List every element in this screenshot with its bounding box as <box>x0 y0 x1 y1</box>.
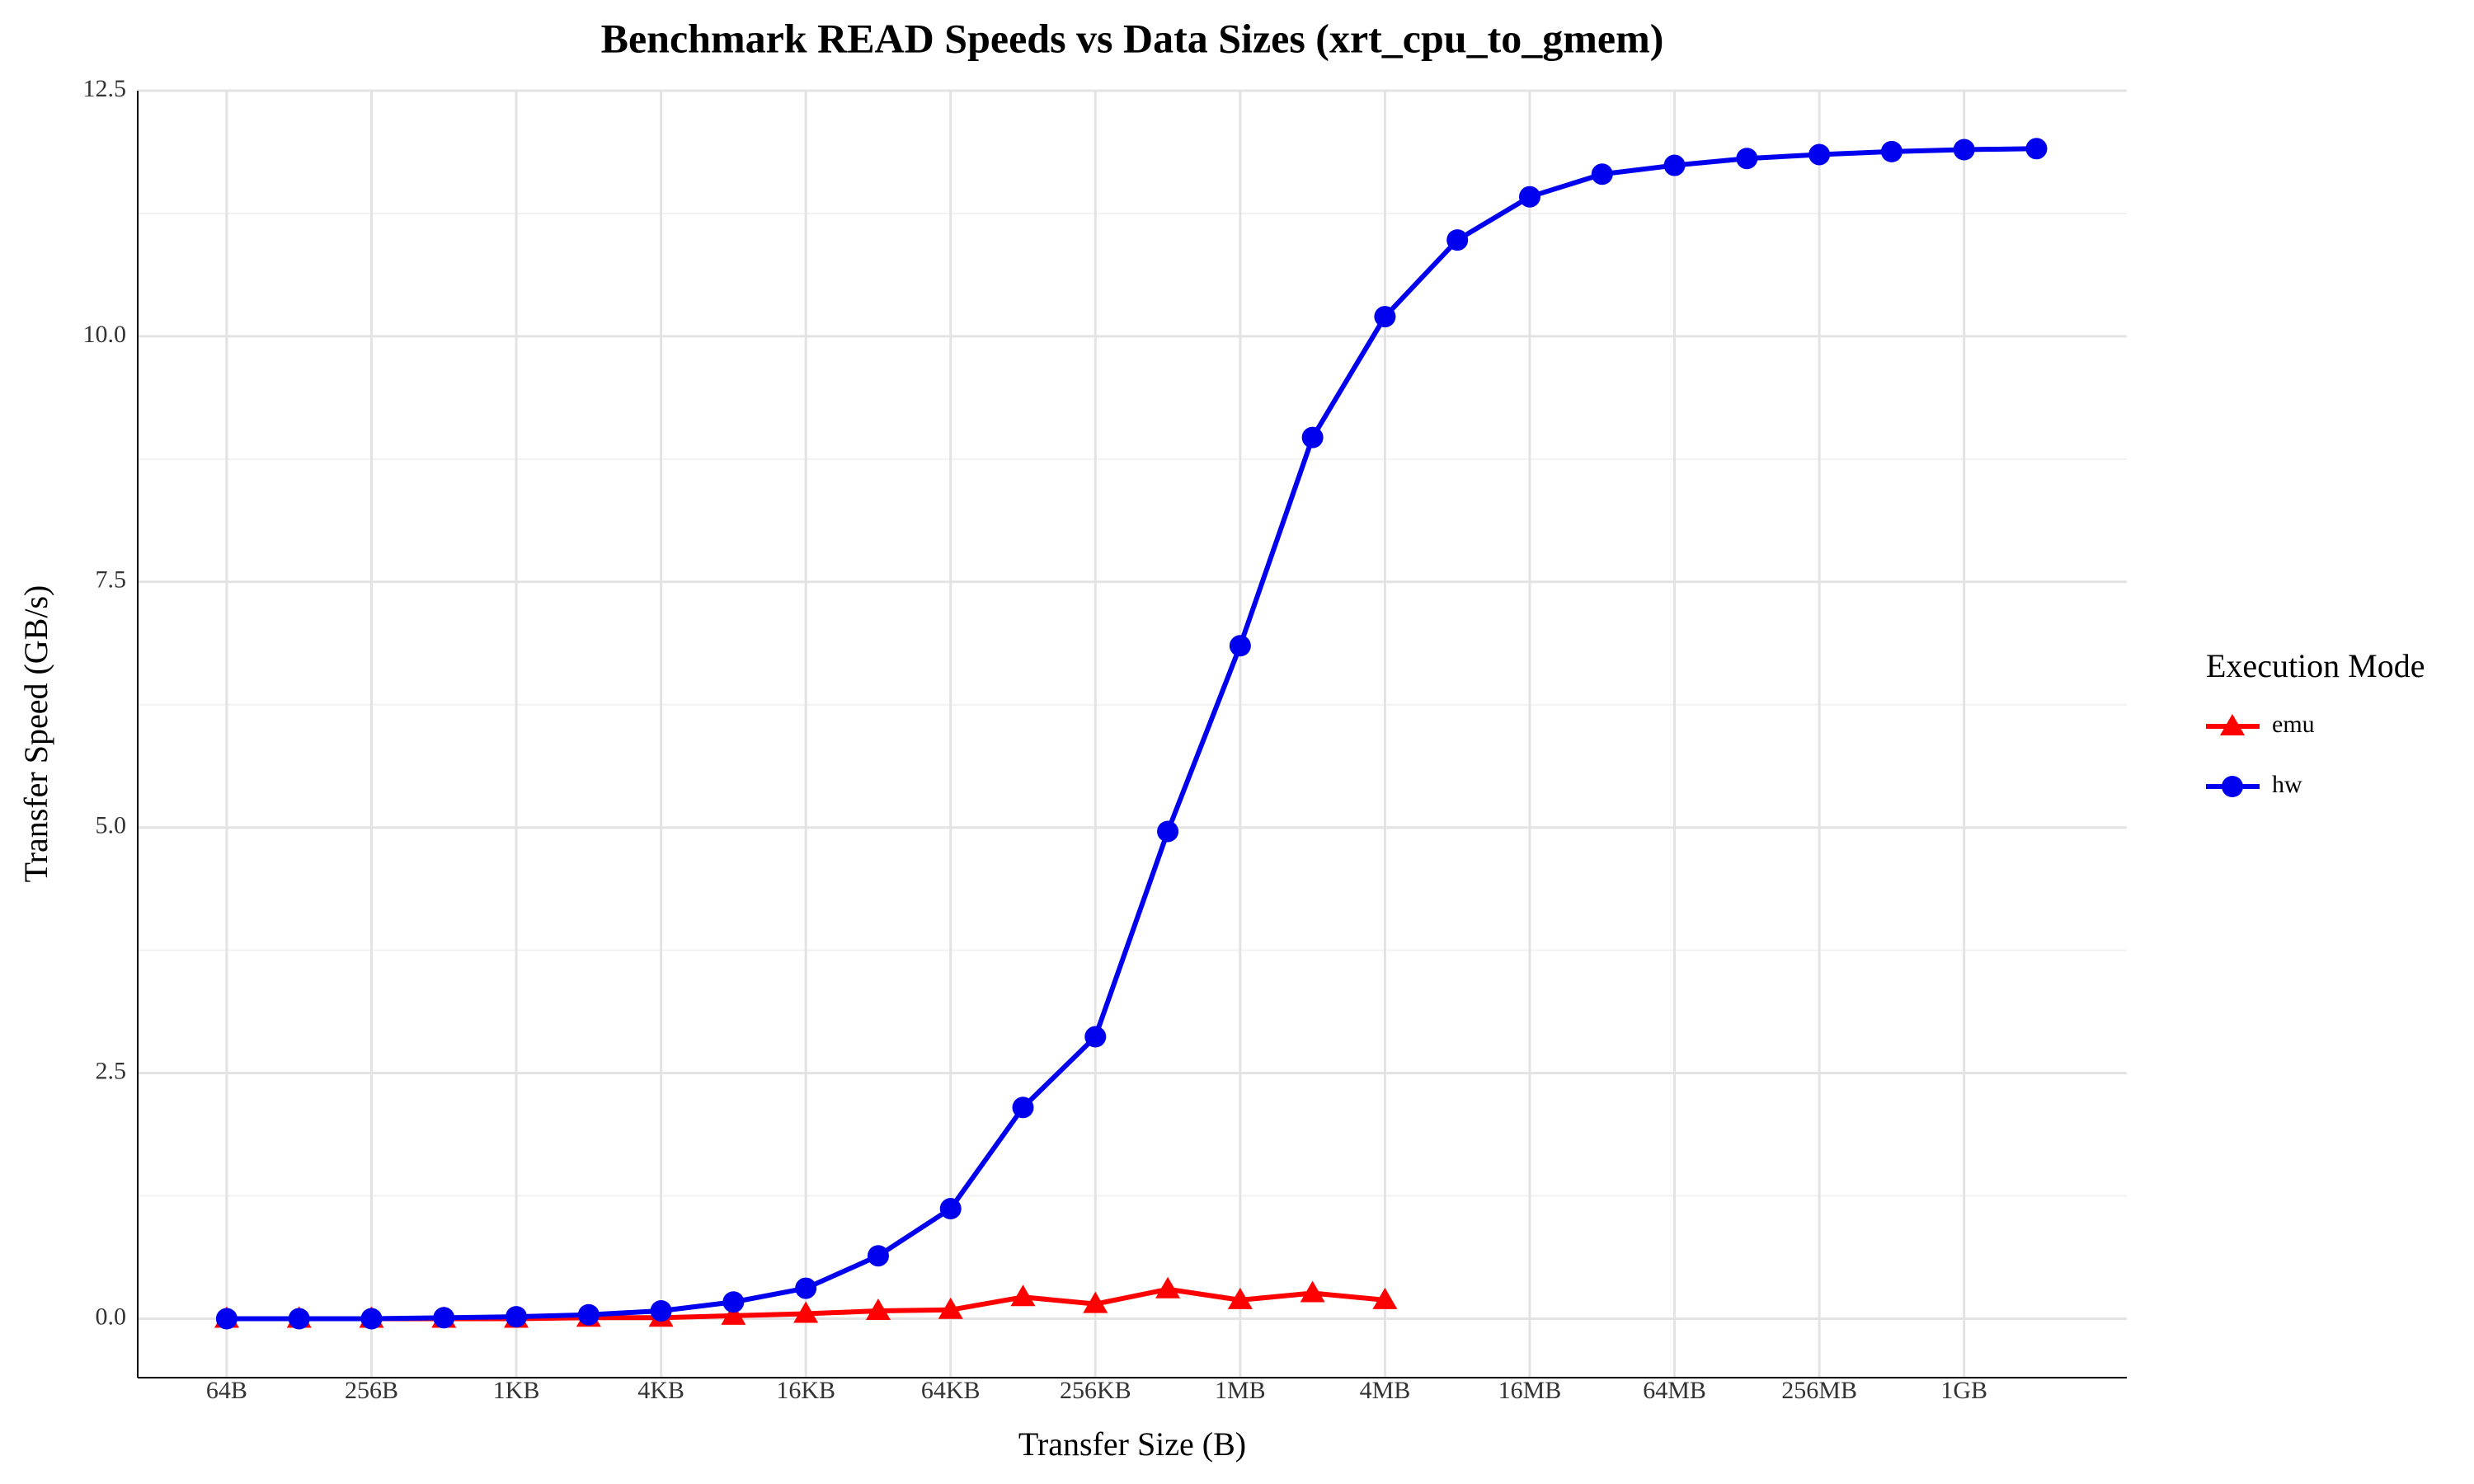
x-tick-label: 64KB <box>921 1377 981 1404</box>
series-line <box>226 146 2037 1322</box>
legend-marker <box>2222 776 2243 797</box>
data-point <box>1229 635 1251 657</box>
data-point <box>721 1303 746 1325</box>
x-tick-label: 4MB <box>1360 1377 1411 1404</box>
x-tick-label: 256MB <box>1781 1377 1857 1404</box>
data-point <box>1953 139 1975 161</box>
x-tick-label: 1MB <box>1215 1377 1266 1404</box>
y-tick-label: 2.5 <box>96 1057 127 1084</box>
data-point <box>1155 1276 1181 1298</box>
data-point <box>1736 148 1758 170</box>
data-point <box>1301 426 1324 448</box>
data-point <box>1663 154 1686 176</box>
legend-label: emu <box>2272 711 2315 738</box>
data-point <box>1157 820 1179 843</box>
y-axis-label: Transfer Speed (GB/s) <box>17 585 54 883</box>
data-point <box>865 1298 891 1320</box>
x-tick-label: 16KB <box>776 1377 835 1404</box>
data-point <box>650 1299 672 1322</box>
y-tick-label: 12.5 <box>83 75 127 102</box>
y-tick-label: 10.0 <box>83 321 127 348</box>
data-point <box>1374 306 1396 328</box>
data-point <box>2025 138 2048 160</box>
x-tick-label: 64B <box>206 1377 247 1404</box>
data-point <box>360 1308 383 1330</box>
legend-marker <box>2220 714 2245 735</box>
data-point <box>215 1308 238 1330</box>
data-point <box>1010 1284 1036 1307</box>
data-point <box>1880 140 1903 162</box>
data-point <box>1518 186 1540 208</box>
data-point <box>1300 1280 1325 1303</box>
data-point <box>577 1303 600 1326</box>
x-tick-label: 1KB <box>493 1377 540 1404</box>
x-tick-label: 16MB <box>1498 1377 1562 1404</box>
x-axis-label: Transfer Size (B) <box>1018 1425 1246 1463</box>
data-point <box>1446 229 1469 251</box>
data-point <box>1227 1287 1253 1309</box>
data-point <box>1591 163 1613 186</box>
data-point <box>288 1308 310 1330</box>
legend-title: Execution Mode <box>2206 647 2425 684</box>
data-point <box>506 1306 528 1328</box>
data-point <box>433 1307 455 1329</box>
x-tick-label: 4KB <box>637 1377 684 1404</box>
x-tick-label: 1GB <box>1940 1377 1987 1404</box>
legend-label: hw <box>2272 771 2302 798</box>
data-point <box>795 1277 817 1299</box>
data-point <box>939 1198 962 1220</box>
data-point <box>1084 1026 1107 1048</box>
x-tick-label: 64MB <box>1643 1377 1706 1404</box>
data-point <box>1012 1097 1034 1119</box>
y-tick-label: 7.5 <box>96 566 127 594</box>
chart-title: Benchmark READ Speeds vs Data Sizes (xrt… <box>601 15 1664 61</box>
data-point <box>1808 143 1831 166</box>
data-point <box>1083 1291 1108 1313</box>
data-point <box>1372 1287 1398 1309</box>
data-point <box>867 1245 889 1267</box>
data-point <box>722 1291 745 1313</box>
x-tick-label: 256B <box>345 1377 398 1404</box>
x-tick-label: 256KB <box>1060 1377 1131 1404</box>
y-tick-label: 5.0 <box>96 812 127 839</box>
data-point <box>938 1297 963 1319</box>
data-point <box>793 1301 819 1323</box>
y-tick-label: 0.0 <box>96 1303 127 1330</box>
